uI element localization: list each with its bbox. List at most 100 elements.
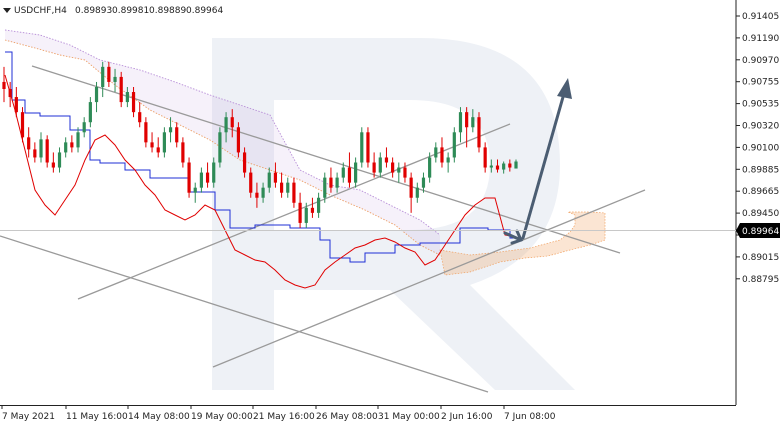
bull-candle	[428, 157, 432, 178]
bull-candle	[82, 122, 86, 133]
x-tick-label: 21 May 16:00	[253, 412, 315, 422]
bear-candle	[107, 66, 111, 82]
bear-candle	[33, 149, 37, 158]
dropdown-triangle-icon[interactable]	[3, 8, 11, 13]
bear-candle	[230, 117, 234, 128]
bull-candle	[88, 102, 92, 123]
open-value: 0.89893	[75, 6, 112, 16]
y-tick-label: 0.90970	[742, 56, 779, 66]
bear-candle	[477, 117, 481, 148]
bull-candle	[378, 157, 382, 173]
bear-candle	[403, 167, 407, 178]
bear-candle	[131, 92, 136, 113]
bear-candle	[175, 127, 179, 143]
high-value: 0.89981	[112, 6, 149, 16]
bull-candle	[434, 147, 438, 158]
bear-candle	[242, 152, 247, 173]
bear-candle	[187, 162, 191, 193]
y-tick-label: 0.89450	[742, 209, 779, 219]
tenkan-sen-line	[4, 74, 521, 289]
bear-candle	[465, 112, 469, 128]
bear-candle	[298, 202, 302, 223]
bull-candle	[415, 187, 419, 198]
bull-candle	[317, 197, 321, 213]
bull-candle	[286, 182, 290, 193]
bull-candle	[489, 165, 493, 168]
bear-candle	[236, 127, 241, 153]
bear-candle	[391, 162, 395, 173]
time-axis: 7 May 2021 11 May 16:00 14 May 08:00 19 May…	[1, 405, 556, 422]
bear-candle	[14, 97, 18, 113]
bear-candle	[255, 192, 259, 198]
watermark-logo	[212, 38, 575, 390]
bear-candle	[181, 142, 185, 163]
ichimoku-cloud	[4, 29, 606, 276]
x-tick-label: 31 May 00:00	[378, 412, 440, 422]
x-tick-label: 19 May 00:00	[191, 412, 253, 422]
bull-candle	[452, 132, 456, 158]
bull-candle	[94, 86, 99, 103]
bear-candle	[366, 132, 370, 163]
y-tick-label: 0.91190	[742, 34, 779, 44]
trend-lines	[0, 65, 646, 393]
y-tick-label: 0.90100	[742, 143, 779, 153]
bull-candle	[261, 187, 265, 198]
bear-candle	[384, 157, 389, 163]
bear-candle	[372, 162, 376, 173]
kijun-sen-line	[5, 51, 520, 263]
bear-candle	[279, 182, 284, 193]
bull-candle	[471, 117, 475, 128]
bear-candle	[205, 172, 210, 183]
bear-candle	[508, 163, 512, 168]
x-tick-label: 7 Jun 08:00	[504, 412, 556, 422]
bull-candle	[64, 142, 68, 153]
chart-header: USDCHF,H4 0.89893 0.89981 0.89889 0.8996…	[3, 6, 223, 16]
bull-candle	[502, 163, 506, 170]
bear-candle	[144, 122, 148, 143]
bull-candle	[224, 117, 228, 133]
y-tick-label: 0.90320	[742, 122, 779, 132]
bear-candle	[409, 177, 413, 198]
bear-candle	[150, 142, 154, 148]
bull-candle	[421, 177, 426, 188]
bull-candle	[101, 66, 105, 87]
bull-candle	[323, 177, 327, 198]
bear-candle	[483, 147, 487, 168]
bull-candle	[458, 112, 463, 133]
current-price-badge: 0.89964	[736, 223, 780, 238]
bull-candle	[57, 152, 62, 168]
bull-candle	[193, 187, 197, 193]
y-tick-label: 0.89015	[742, 253, 779, 263]
y-tick-label: 0.89665	[742, 187, 779, 197]
bull-candle	[76, 132, 80, 148]
bull-candle	[267, 172, 271, 188]
bull-candle	[360, 132, 364, 163]
bear-candle	[292, 182, 296, 203]
bull-candle	[113, 76, 117, 82]
y-tick-label: 0.89885	[742, 165, 779, 175]
bull-candle	[354, 162, 358, 183]
bull-candle	[514, 161, 518, 169]
forecast-arrow-up	[521, 78, 572, 240]
candlestick-series	[2, 61, 518, 228]
bull-candle	[162, 132, 166, 153]
bull-candle	[335, 177, 339, 188]
y-tick-label: 0.90755	[742, 78, 779, 88]
bear-candle	[2, 81, 6, 89]
bull-candle	[168, 127, 173, 133]
bull-candle	[212, 162, 216, 183]
bear-candle	[119, 76, 123, 103]
close-value: 0.89964	[186, 6, 223, 16]
bull-candle	[446, 157, 450, 163]
x-tick-label: 7 May 2021	[2, 412, 55, 422]
bear-candle	[347, 167, 352, 183]
y-tick-label: 0.90535	[742, 100, 779, 110]
symbol-label: USDCHF,H4	[14, 6, 67, 16]
current-price-label: 0.89964	[742, 227, 779, 237]
bear-candle	[440, 147, 444, 163]
bull-candle	[304, 207, 308, 223]
bull-candle	[218, 132, 222, 163]
bull-candle	[397, 167, 401, 173]
bear-candle	[310, 207, 315, 213]
